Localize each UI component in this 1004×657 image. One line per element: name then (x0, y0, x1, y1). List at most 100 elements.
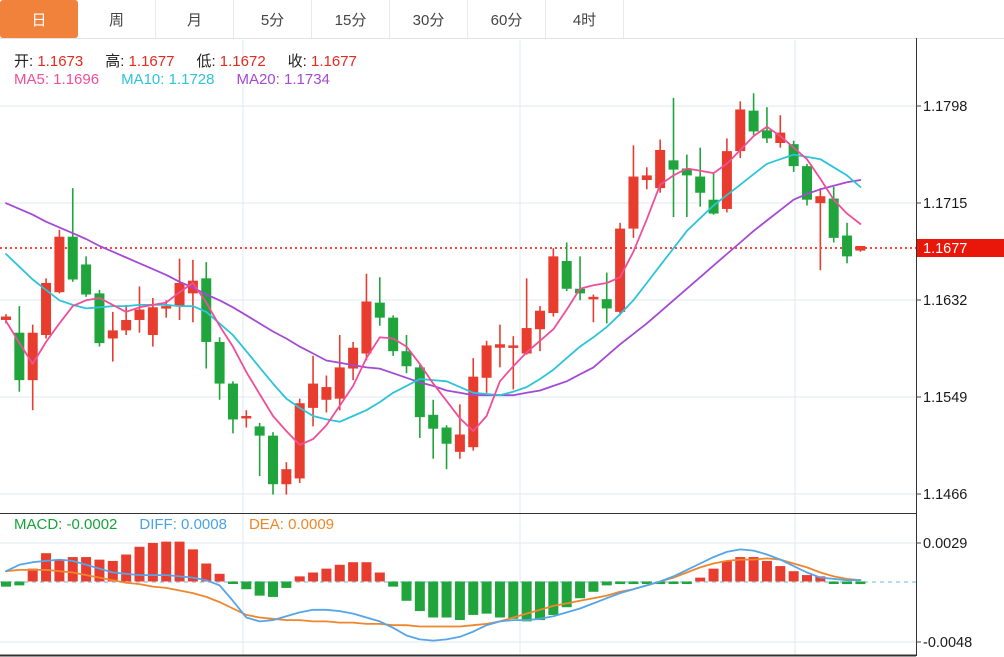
candle-body (668, 160, 679, 170)
legend-ma-item: MA20: 1.1734 (236, 71, 329, 88)
macd-hist-bar (615, 581, 626, 585)
legend-label: 收: (287, 53, 307, 70)
macd-hist-bar (94, 559, 105, 582)
macd-hist-bar (708, 568, 719, 582)
tab-月[interactable]: 月 (156, 0, 234, 38)
candle-body (641, 175, 652, 181)
macd-hist-bar (348, 562, 359, 582)
legend-ohlc-item: 高: 1.1677 (105, 53, 174, 70)
candle-body (1, 316, 11, 320)
tab-周[interactable]: 周 (78, 0, 156, 38)
candle-body (321, 387, 332, 400)
legend-label: DEA: (248, 516, 284, 533)
macd-hist-bar (227, 581, 238, 584)
candle-body (67, 236, 78, 280)
macd-hist-bar (655, 581, 666, 585)
legend-label: MA10: (121, 71, 165, 88)
macd-hist-bar (201, 563, 212, 582)
legend-value: 1.1734 (279, 71, 330, 88)
candle-body (241, 415, 252, 419)
macd-hist-bar (414, 581, 425, 612)
macd-hist-bar (548, 581, 559, 615)
macd-hist-bar (41, 553, 52, 582)
macd-hist-bar (521, 581, 532, 622)
macd-hist-bar (254, 581, 265, 596)
macd-hist-bar (588, 581, 599, 592)
macd-hist-bar (187, 549, 198, 582)
legend-ma-item: MA5: 1.1696 (14, 71, 99, 88)
candle-body (615, 228, 626, 312)
candle-body (561, 260, 572, 289)
candle-body (201, 278, 212, 342)
timeframe-tabbar: 日周月 5分 15分 30分 60分 4时 (0, 0, 1004, 39)
candle-body (147, 307, 158, 336)
macd-hist-bar (441, 581, 452, 618)
macd-hist-bar (428, 581, 439, 618)
candle-body (388, 317, 399, 352)
macd-hist-bar (735, 557, 746, 582)
macd-hist-bar (494, 581, 505, 618)
macd-hist-bar (134, 546, 145, 582)
candle-body (374, 302, 385, 318)
tab-日[interactable]: 日 (0, 0, 78, 38)
candle-body (454, 434, 465, 452)
legend-value: 1.1673 (33, 53, 84, 70)
macd-hist-bar (281, 581, 292, 588)
candle-body (441, 427, 452, 444)
macd-hist-bar (775, 566, 786, 582)
price-axis-label: 1.1466 (923, 487, 967, 503)
candle-body (588, 296, 599, 300)
macd-hist-bar (294, 576, 305, 582)
candle-body (414, 367, 425, 418)
macd-hist-bar (575, 581, 586, 599)
dea-line (5, 557, 862, 628)
candle-body (601, 299, 612, 309)
macd-hist-bar (174, 541, 185, 582)
legend-ma-item: MA10: 1.1728 (121, 71, 214, 88)
candle-body (174, 282, 185, 307)
tab-15分[interactable]: 15分 (312, 0, 390, 38)
candle-body (828, 198, 839, 238)
legend-label: 开: (14, 53, 34, 70)
candle-body (281, 469, 292, 485)
macd-hist-bar (481, 581, 492, 614)
legend-ohlc-item: 收: 1.1677 (288, 53, 357, 70)
candle-body (494, 344, 505, 348)
candle-body (468, 376, 479, 448)
macd-hist-bar (67, 557, 78, 582)
tab-30分[interactable]: 30分 (390, 0, 468, 38)
legend-value: 1.1696 (49, 71, 100, 88)
legend-label: MA5: (14, 71, 50, 88)
tab-5分[interactable]: 5分 (234, 0, 312, 38)
legend-value: 0.0008 (176, 516, 227, 533)
candle-body (401, 351, 412, 367)
legend-macd-item: MACD: -0.0002 (14, 516, 117, 533)
candle-body (227, 383, 238, 420)
legend-value: -0.0002 (62, 516, 118, 533)
tab-60分[interactable]: 60分 (468, 0, 546, 38)
candle-body (214, 341, 225, 384)
macd-hist-bar (1, 581, 11, 587)
legend-label: 低: (196, 53, 216, 70)
candle-body (575, 288, 586, 294)
legend-ohlc-item: 低: 1.1672 (196, 53, 265, 70)
candle-body (107, 330, 118, 339)
macd-hist-bar (815, 576, 826, 582)
candle-body (855, 245, 866, 251)
legend-label: 高: (105, 53, 125, 70)
tab-4时[interactable]: 4时 (546, 0, 624, 38)
legend-value: 1.1677 (306, 53, 357, 70)
macd-hist-bar (828, 581, 839, 584)
macd-hist-bar (308, 572, 319, 582)
price-axis-label: 1.1632 (923, 293, 967, 309)
macd-hist-bar (161, 541, 172, 582)
candle-body (161, 306, 172, 309)
macd-hist-bar (121, 554, 132, 582)
candle-body (681, 168, 692, 176)
candle-body (134, 309, 145, 320)
macd-hist-bar (401, 581, 412, 601)
macd-axis-label: -0.0048 (923, 635, 972, 651)
macd-hist-bar (454, 581, 465, 621)
macd-hist-bar (601, 581, 612, 586)
